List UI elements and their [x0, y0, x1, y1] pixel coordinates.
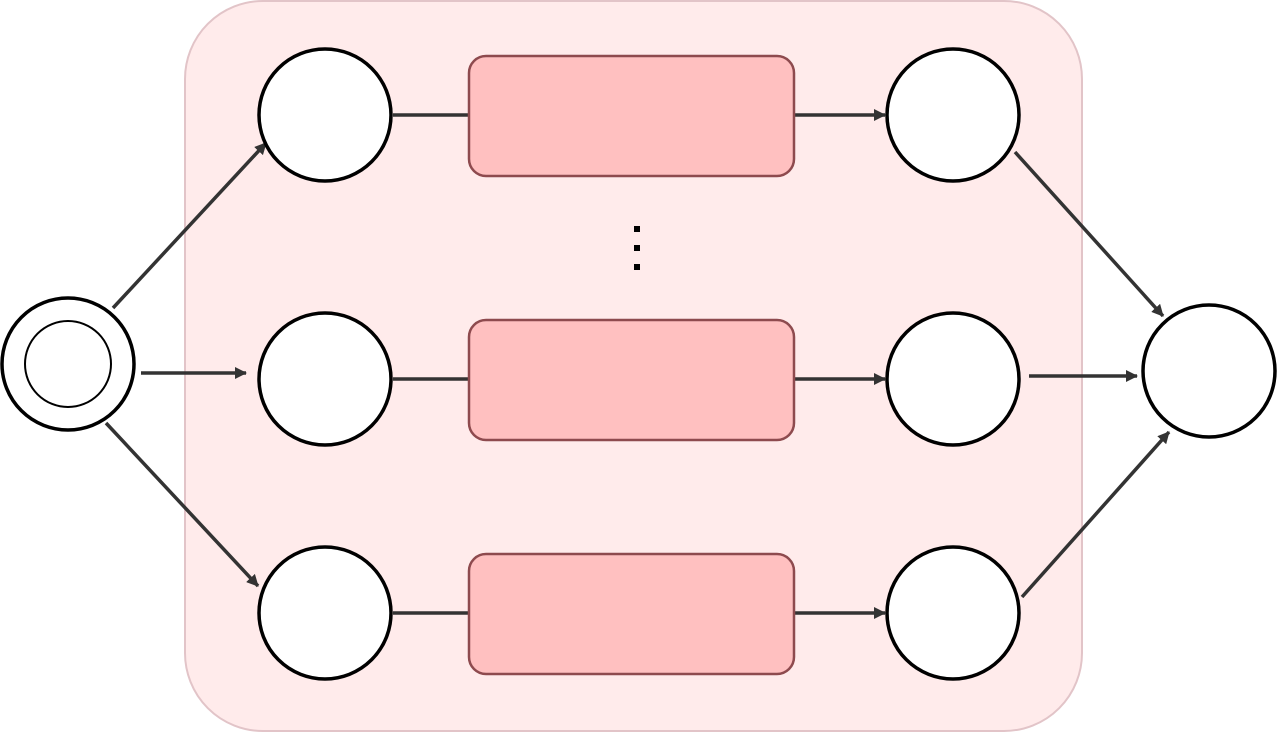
row3-box	[467, 552, 796, 676]
node-row2-out	[885, 311, 1021, 447]
edge-start-to-row1-in	[111, 141, 268, 310]
process-boxes	[467, 54, 796, 676]
node-start-inner-ring	[24, 320, 112, 408]
edge-row1-out-to-end	[1013, 150, 1165, 318]
edge-start-to-row3-in	[104, 421, 260, 588]
node-end	[1141, 303, 1277, 439]
node-row2-in	[257, 311, 393, 447]
ellipsis-dot	[634, 264, 640, 270]
state-nodes	[0, 47, 1277, 681]
node-row1-in	[257, 47, 393, 183]
node-row1-out	[885, 47, 1021, 183]
node-start	[0, 296, 136, 432]
ellipsis-dot	[634, 245, 640, 251]
row1-box	[467, 54, 796, 178]
vertical-ellipsis-icon	[634, 226, 640, 270]
edge-row3-out-to-end	[1020, 430, 1171, 599]
node-row3-out	[885, 545, 1021, 681]
node-row3-in	[257, 545, 393, 681]
edges	[104, 109, 1171, 619]
row2-box	[467, 318, 796, 442]
ellipsis-dot	[634, 226, 640, 232]
